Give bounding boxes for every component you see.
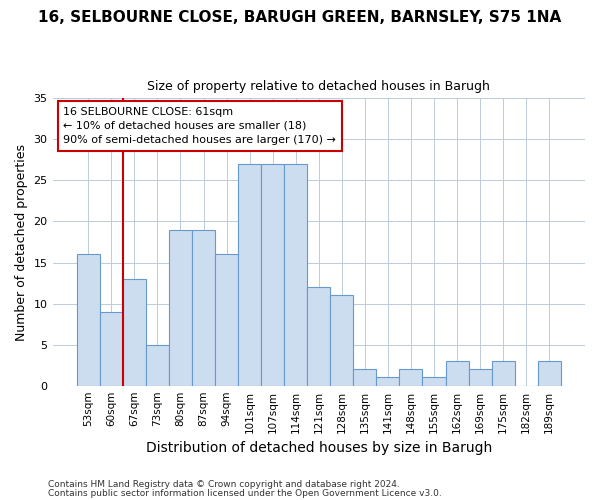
Text: Contains HM Land Registry data © Crown copyright and database right 2024.: Contains HM Land Registry data © Crown c… <box>48 480 400 489</box>
Bar <box>100 312 123 386</box>
Bar <box>146 344 169 386</box>
Y-axis label: Number of detached properties: Number of detached properties <box>15 144 28 340</box>
Text: Contains public sector information licensed under the Open Government Licence v3: Contains public sector information licen… <box>48 488 442 498</box>
Bar <box>469 370 491 386</box>
Bar <box>215 254 238 386</box>
Bar <box>77 254 100 386</box>
Bar <box>446 361 469 386</box>
Title: Size of property relative to detached houses in Barugh: Size of property relative to detached ho… <box>148 80 490 93</box>
Bar <box>123 279 146 386</box>
Bar <box>353 370 376 386</box>
Bar <box>376 378 400 386</box>
Bar <box>169 230 192 386</box>
Bar <box>192 230 215 386</box>
Bar <box>422 378 446 386</box>
Text: 16, SELBOURNE CLOSE, BARUGH GREEN, BARNSLEY, S75 1NA: 16, SELBOURNE CLOSE, BARUGH GREEN, BARNS… <box>38 10 562 25</box>
Bar <box>400 370 422 386</box>
Bar <box>238 164 261 386</box>
Bar <box>491 361 515 386</box>
Bar <box>284 164 307 386</box>
Bar <box>330 296 353 386</box>
Bar <box>261 164 284 386</box>
Text: 16 SELBOURNE CLOSE: 61sqm
← 10% of detached houses are smaller (18)
90% of semi-: 16 SELBOURNE CLOSE: 61sqm ← 10% of detac… <box>63 107 336 145</box>
Bar <box>307 287 330 386</box>
X-axis label: Distribution of detached houses by size in Barugh: Distribution of detached houses by size … <box>146 441 492 455</box>
Bar <box>538 361 561 386</box>
